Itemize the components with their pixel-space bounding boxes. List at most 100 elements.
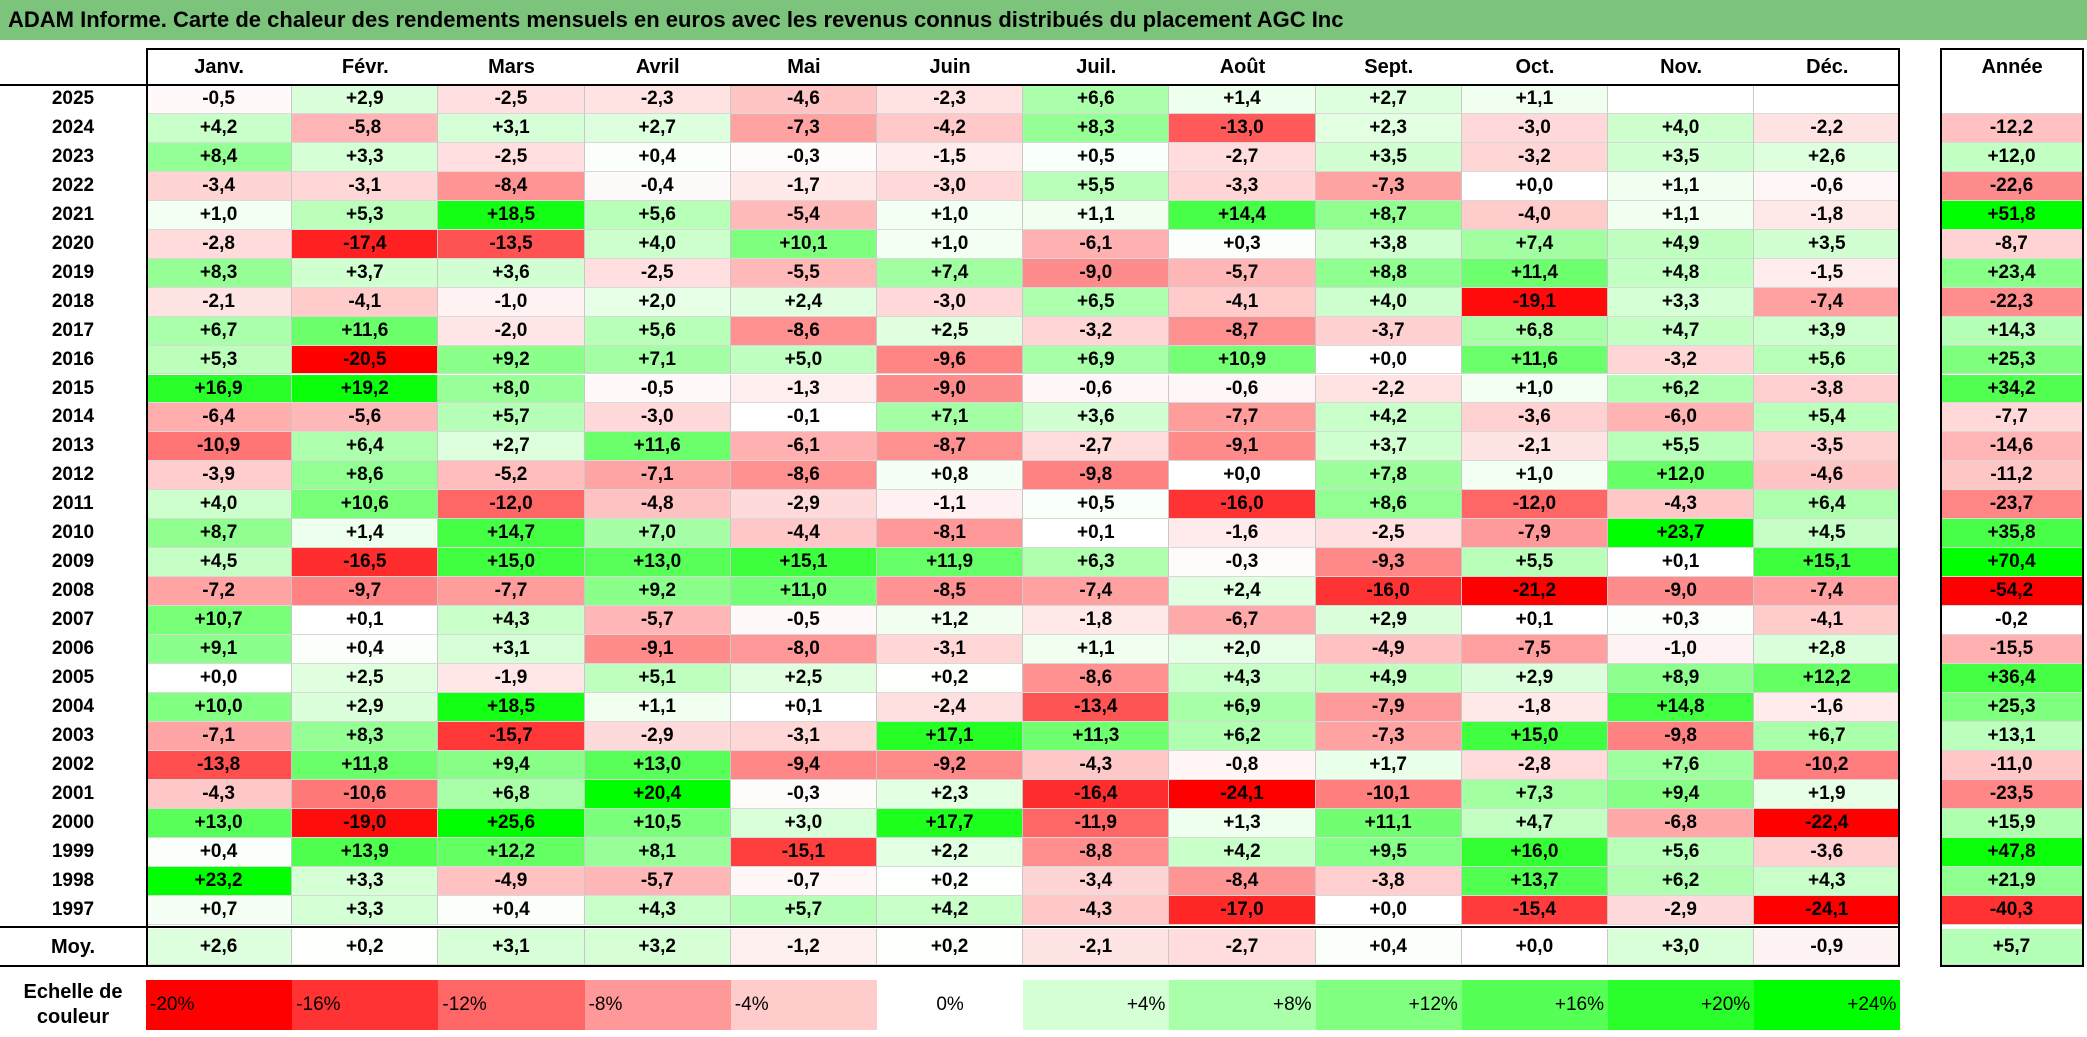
heatmap-cell: +5,3 [292,200,439,230]
heatmap-cell: +6,2 [1169,721,1316,751]
heatmap-cell: +2,0 [584,287,731,317]
heatmap-cell: -4,1 [1754,606,1901,636]
heatmap-cell: -3,9 [146,461,293,491]
heatmap-cell: +18,5 [438,200,585,230]
heatmap-cell: +3,9 [1754,316,1901,346]
heatmap-cell: +6,4 [1754,490,1901,520]
year-label: 2004 [51,695,95,717]
heatmap-cell: +16,0 [1461,837,1608,867]
average-label: Moy. [50,935,96,958]
average-cell: +3,1 [438,928,585,965]
heatmap-cell: +0,4 [146,837,293,867]
heatmap-cell: +1,4 [1169,85,1316,114]
heatmap-cell: -0,3 [730,779,877,809]
heatmap-cell: -2,2 [1754,113,1901,143]
heatmap-cell: +8,7 [1315,200,1462,230]
heatmap-cell: -1,9 [438,664,585,693]
heatmap-cell: +3,8 [1315,229,1462,259]
year-label: 2022 [51,174,95,196]
month-header: Avril [635,56,680,78]
heatmap-cell: -1,7 [730,171,877,201]
heatmap-cell: -0,6 [1169,374,1316,404]
annual-cell: +23,4 [1940,258,2084,288]
heatmap-cell: -2,5 [584,258,731,288]
heatmap-cell: +9,1 [146,635,293,664]
average-cell: -2,1 [1023,928,1170,965]
heatmap-cell: +7,4 [877,258,1024,288]
heatmap-cell: -9,8 [1608,721,1755,751]
heatmap-cell: -8,4 [1169,866,1316,896]
annual-cell: -23,5 [1940,779,2084,809]
heatmap-cell: +6,6 [1023,85,1170,114]
heatmap-cell: -4,3 [146,779,293,809]
heatmap-cell: -3,0 [584,403,731,433]
annual-cell: -14,6 [1940,432,2084,462]
heatmap-cell: -8,8 [1023,837,1170,867]
annual-cell: +47,8 [1940,837,2084,867]
heatmap-cell: +0,3 [1169,229,1316,259]
heatmap-cell: -13,8 [146,750,293,780]
heatmap-cell: -1,0 [1608,635,1755,664]
heatmap-cell: -2,1 [146,287,293,317]
heatmap-cell: -8,6 [730,461,877,491]
heatmap-cell: +16,9 [146,374,293,404]
heatmap-cell: +11,1 [1315,808,1462,838]
heatmap-cell: -3,2 [1608,345,1755,375]
heatmap-cell: -5,7 [584,606,731,636]
heatmap-cell: -5,4 [730,200,877,230]
heatmap-cell: +1,0 [877,200,1024,230]
scale-swatch: -12% [438,980,585,1030]
average-cell: +3,2 [584,928,731,965]
year-label: 2008 [51,580,95,602]
heatmap-cell: +5,0 [730,345,877,375]
annual-cell: +25,3 [1940,692,2084,722]
heatmap-cell: +2,9 [292,85,439,114]
heatmap-cell: +4,5 [1754,519,1901,549]
heatmap-cell: +2,9 [1461,664,1608,693]
heatmap-cell: +4,0 [146,490,293,520]
heatmap-cell: -9,0 [1608,577,1755,607]
heatmap-cell: +5,6 [1754,345,1901,375]
heatmap-cell: -0,3 [730,142,877,172]
heatmap-cell: +4,8 [1608,258,1755,288]
heatmap-cell: +9,2 [438,345,585,375]
heatmap-cell: +1,7 [1315,750,1462,780]
heatmap-cell: +1,1 [1608,200,1755,230]
heatmap-cell: +7,4 [1461,229,1608,259]
average-cell: +2,6 [146,928,293,965]
annual-cell: -22,3 [1940,287,2084,317]
heatmap-cell: +8,6 [292,461,439,491]
heatmap-cell: -8,4 [438,171,585,201]
heatmap-cell: -1,8 [1461,692,1608,722]
heatmap-cell: +6,8 [1461,316,1608,346]
heatmap-cell: -7,4 [1023,577,1170,607]
heatmap-cell: +3,5 [1754,229,1901,259]
year-label: 2006 [51,638,95,660]
heatmap-cell: +6,8 [438,779,585,809]
heatmap-cell: -6,1 [730,432,877,462]
annual-cell: -0,2 [1940,606,2084,636]
heatmap-cell: +3,5 [1315,142,1462,172]
average-separator-top [0,925,1901,928]
heatmap-cell: -7,3 [1315,721,1462,751]
annual-cell: -7,7 [1940,403,2084,433]
heatmap-cell: -13,4 [1023,692,1170,722]
scale-swatch: +4% [1023,980,1170,1030]
scale-swatch: +12% [1315,980,1462,1030]
heatmap-cell: +11,6 [1461,345,1608,375]
average-separator-bottom [0,964,1901,967]
annual-cell: +25,3 [1940,345,2084,375]
heatmap-cell: +1,1 [1461,85,1608,114]
heatmap-cell: -2,9 [730,490,877,520]
year-label: 2016 [51,348,95,370]
year-label: 2023 [51,145,95,167]
heatmap-cell: -4,0 [1461,200,1608,230]
heatmap-cell: -9,1 [1169,432,1316,462]
heatmap-cell: -8,7 [1169,316,1316,346]
heatmap-cell: -2,1 [1461,432,1608,462]
average-cell: -2,7 [1169,928,1316,965]
month-header: Janv. [194,56,244,78]
heatmap-cell: -15,1 [730,837,877,867]
year-label: 2000 [51,811,95,833]
heatmap-cell: +4,3 [1754,866,1901,896]
